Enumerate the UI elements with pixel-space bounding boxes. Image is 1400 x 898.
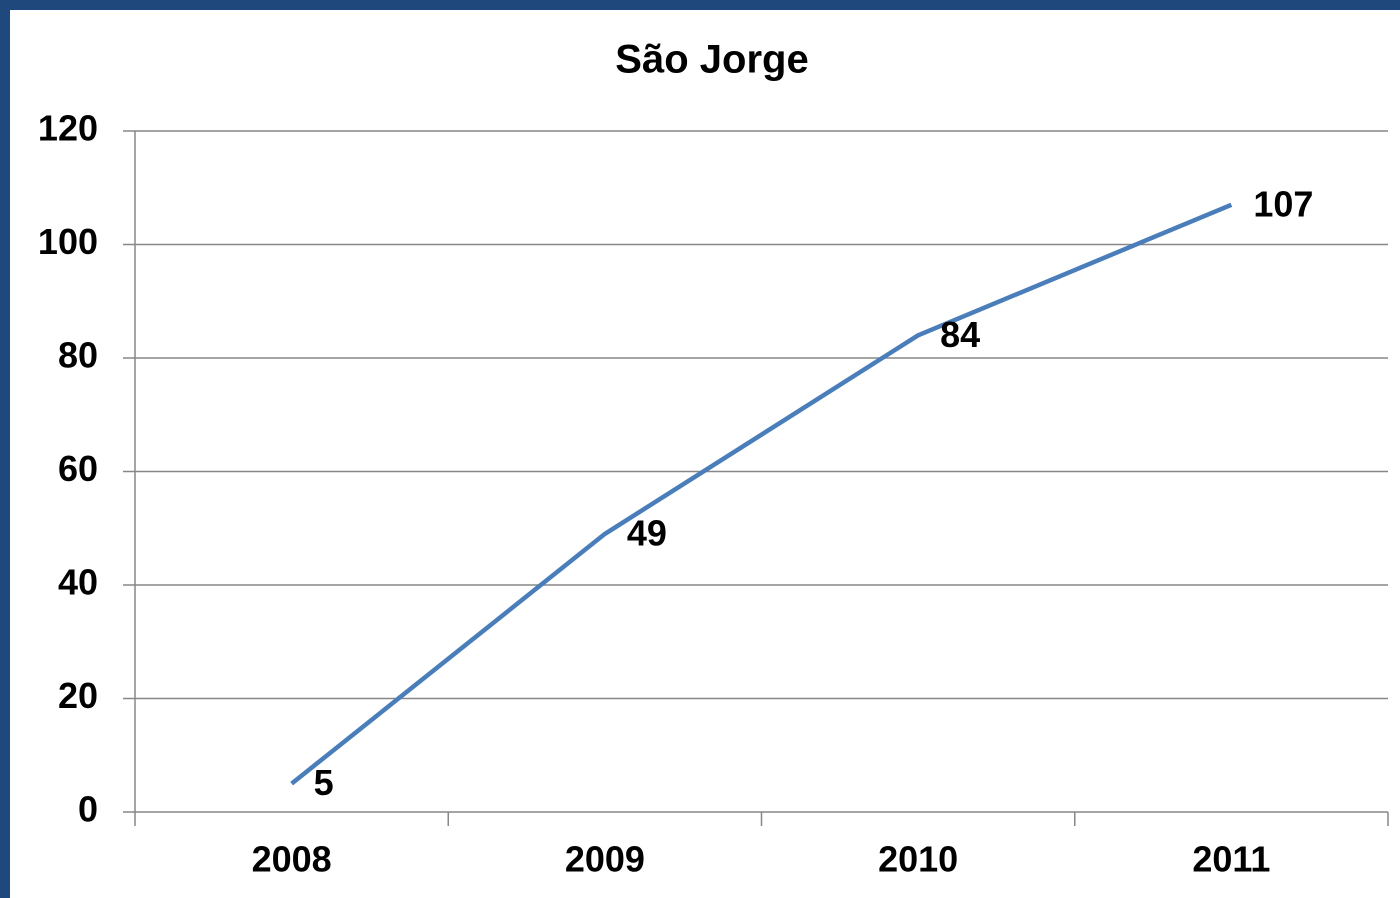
- data-label: 5: [314, 762, 334, 803]
- y-tick-label: 100: [38, 221, 98, 262]
- x-tick-label: 2009: [565, 839, 645, 880]
- line: [290, 202, 1233, 786]
- y-tick-label: 60: [58, 448, 98, 489]
- chart-area: [10, 10, 1400, 898]
- y-tick-label: 20: [58, 675, 98, 716]
- chart-title: São Jorge: [615, 38, 808, 82]
- x-tick-label: 2011: [1192, 839, 1270, 880]
- y-tick-label: 0: [78, 789, 98, 830]
- x-tick-label: 2008: [252, 839, 332, 880]
- data-label: 107: [1253, 183, 1313, 224]
- y-tick-label: 40: [58, 562, 98, 603]
- data-label: 84: [940, 314, 980, 355]
- y-tick-label: 80: [58, 335, 98, 376]
- x-tick-label: 2010: [878, 839, 958, 880]
- data-label: 49: [627, 512, 667, 553]
- y-tick-label: 120: [38, 108, 98, 149]
